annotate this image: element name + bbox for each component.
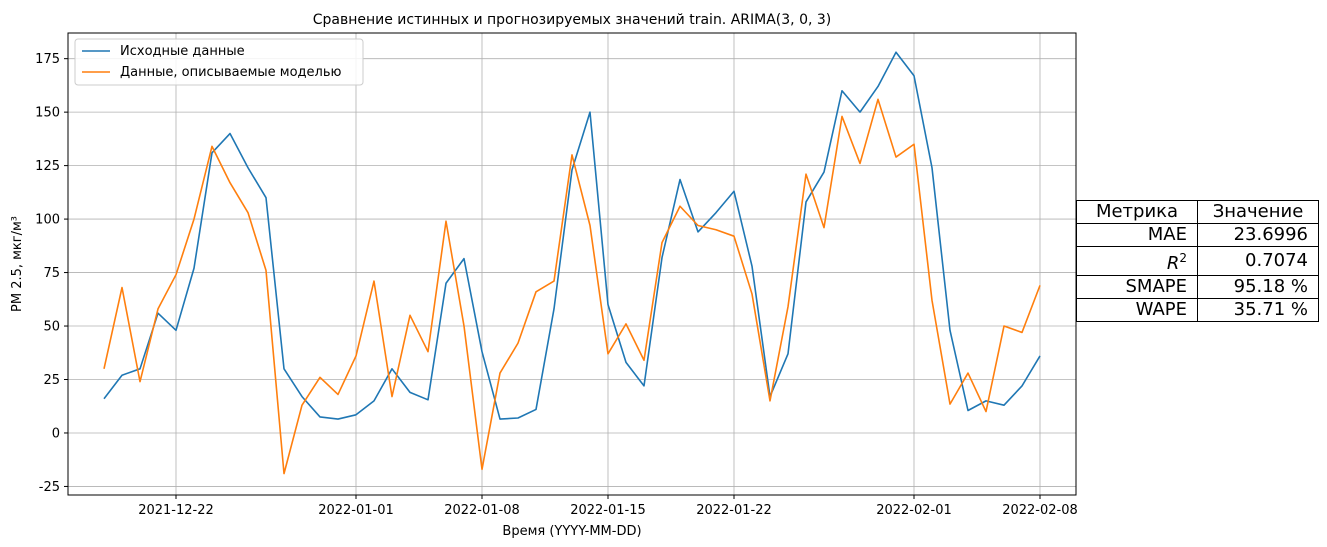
y-axis-label: PM 2.5, мкг/м³ [10,216,25,312]
metrics-header-metric: Метрика [1076,200,1198,224]
metrics-header-value: Значение [1197,200,1319,224]
legend-label-model: Данные, описываемые моделью [120,65,342,80]
series-line-original [103,51,1041,420]
y-tick-label: 75 [43,266,60,281]
legend-label-original: Исходные данные [120,44,245,59]
metric-value: 0.7074 [1197,246,1319,276]
metric-label: MAE [1076,223,1198,247]
metrics-row-r2: R2 0.7074 [1076,246,1319,276]
y-tick-label: 125 [35,159,60,174]
x-axis-ticks: 2021-12-22 2022-01-01 2022-01-08 2022-01-15… [138,495,1078,518]
metrics-row-mae: MAE 23.6996 [1076,223,1319,247]
x-tick-label: 2022-02-08 [1002,503,1078,518]
metrics-row-wape: WAPE 35.71 % [1076,298,1319,322]
metric-label-r2: R2 [1076,246,1198,276]
x-tick-label: 2022-01-15 [570,503,646,518]
metric-label: R [1166,253,1180,274]
x-tick-label: 2022-01-08 [444,503,520,518]
chart-title: Сравнение истинных и прогнозируемых знач… [313,12,832,28]
metric-value: 35.71 % [1197,298,1319,322]
y-tick-label: 25 [43,373,60,388]
y-axis-ticks: -25 0 25 50 75 100 125 150 175 [35,52,68,495]
series-line-model [103,98,1041,475]
metric-value: 23.6996 [1197,223,1319,247]
x-tick-label: 2022-01-01 [318,503,394,518]
metrics-header-row: Метрика Значение [1076,200,1319,224]
series-layer [103,51,1041,475]
grid [68,33,1076,495]
metric-value: 95.18 % [1197,275,1319,299]
y-tick-label: 100 [35,213,60,228]
x-axis-label: Время (YYYY-MM-DD) [502,524,641,539]
metric-label: WAPE [1076,298,1198,322]
metrics-row-smape: SMAPE 95.18 % [1076,275,1319,299]
x-tick-label: 2021-12-22 [138,503,214,518]
y-tick-label: 150 [35,106,60,121]
r2-exponent: 2 [1179,251,1187,265]
y-tick-label: 175 [35,52,60,67]
y-tick-label: 50 [43,320,60,335]
x-tick-label: 2022-02-01 [876,503,952,518]
y-tick-label: -25 [39,480,60,495]
metric-label: SMAPE [1076,275,1198,299]
legend-frame [74,38,364,86]
legend: Исходные данные Данные, описываемые моде… [74,38,364,86]
y-tick-label: 0 [52,426,60,441]
x-tick-label: 2022-01-22 [696,503,772,518]
metrics-table: Метрика Значение MAE 23.6996 R2 0.7074 S… [1076,200,1319,322]
plot-frame [67,32,1077,496]
